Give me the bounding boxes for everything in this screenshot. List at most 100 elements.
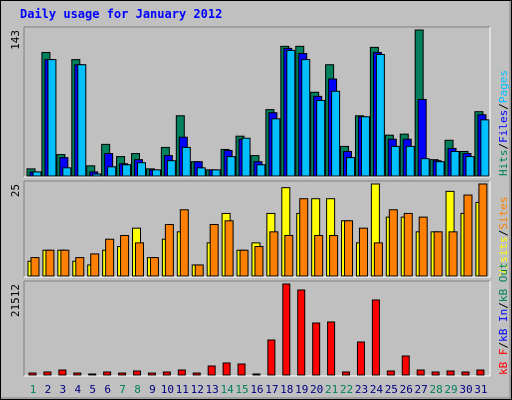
legend: Visits/Sites [497,197,510,277]
x-tick-label: 2 [45,383,52,396]
y-tick-label: 21512 [9,284,22,317]
bar [47,59,57,177]
bar [133,370,142,376]
bar [103,371,112,376]
x-tick-label: 31 [474,383,487,396]
bar [151,169,161,177]
x-tick-label: 5 [89,383,96,396]
bar [284,235,294,277]
legend-entry: kB F [497,349,510,376]
bar [58,369,67,376]
bar [147,372,156,376]
bar [316,99,326,177]
bar [105,238,115,277]
bar [28,372,37,376]
x-tick-label: 11 [176,383,189,396]
bar [388,209,398,277]
x-tick-label: 30 [459,383,472,396]
bar [192,372,201,376]
legend-entry: kB Out [497,262,510,302]
bar [375,54,385,177]
bar [371,299,380,376]
bar [30,257,40,277]
bar [239,249,249,277]
bar [120,235,130,277]
x-tick-label: 21 [325,383,338,396]
legend-entry: Files [497,110,510,143]
bar [331,90,341,177]
x-tick-label: 27 [415,383,428,396]
x-tick-label: 7 [119,383,126,396]
x-tick-label: 19 [295,383,308,396]
bar [286,49,296,177]
x-tick-label: 17 [265,383,278,396]
bar [43,371,52,376]
bar [122,164,132,177]
bar [314,235,324,277]
x-tick-label: 22 [340,383,353,396]
bar [373,242,383,277]
bar [77,64,87,177]
bar [433,231,443,277]
bar [356,341,365,376]
bar [209,223,219,277]
bar [405,145,415,177]
x-tick-label: 3 [60,383,67,396]
bar [420,158,430,177]
bar [282,283,291,376]
x-tick-label: 29 [444,383,457,396]
bar [254,246,264,277]
bar [181,146,191,177]
bar [88,373,97,376]
bar [386,370,395,376]
bar [207,365,216,376]
bar [166,160,176,177]
bar [107,166,117,177]
bar [342,371,351,376]
bar [194,264,204,277]
x-tick-label: 16 [250,383,263,396]
bar [431,371,440,376]
bar [450,150,460,177]
x-tick-label: 1 [30,383,37,396]
x-tick-label: 6 [104,383,111,396]
legend-entry: Visits [497,236,510,276]
bar [135,242,145,277]
bar [312,322,321,376]
bar [92,173,102,177]
bar [196,167,206,177]
bar [463,194,473,277]
legend-separator: / [497,302,510,309]
bar [478,183,488,277]
x-tick-label: 8 [134,383,141,396]
x-tick-label: 13 [206,383,219,396]
bar [252,373,261,376]
bar [75,257,85,277]
bar [301,59,311,177]
y-tick-label: 25 [9,184,22,197]
bar [45,249,55,277]
x-tick-label: 26 [400,383,413,396]
bar [401,355,410,376]
bar [344,220,354,277]
bar [269,231,279,277]
bar [461,371,470,376]
x-tick-label: 18 [280,383,293,396]
panel [24,281,490,376]
bar [346,157,356,177]
x-tick-label: 20 [310,383,323,396]
legend-entry: Sites [497,197,510,230]
legend: Hits/Files/Pages [497,70,510,176]
bar [62,167,72,177]
legend-separator: / [497,230,510,237]
bar [465,156,475,177]
bar [297,289,306,376]
bar [360,116,370,177]
bar [329,235,339,277]
bar [448,231,458,277]
bar [403,212,413,277]
bar [480,119,490,177]
x-tick-label: 15 [235,383,248,396]
bar [118,372,127,376]
